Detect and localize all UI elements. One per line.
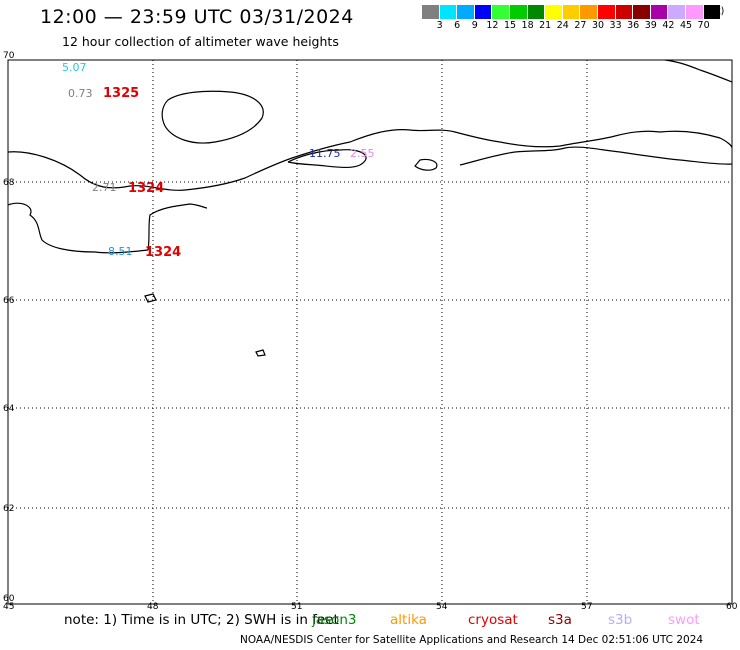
legend-swatch — [580, 5, 598, 19]
legend-swatch — [650, 5, 669, 19]
legend-tick: 24 — [556, 20, 569, 31]
legend-tick: 70 — [697, 20, 710, 31]
obs-time: 1324 — [145, 245, 181, 260]
swh-value: 0.73 — [68, 87, 93, 100]
lat-label: 60 — [3, 594, 15, 604]
legend-tick: 9 — [471, 20, 478, 31]
legend-tick: 27 — [574, 20, 587, 31]
swh-value: 11.75 — [309, 147, 341, 160]
legend-swatch — [703, 5, 722, 19]
legend-tick: 15 — [503, 20, 517, 31]
lon-label: 57 — [581, 602, 592, 612]
satellite-s3b: s3b — [608, 612, 633, 628]
legend-tick: 30 — [591, 20, 605, 31]
observation-labels: 5.07 0.73 2.71 8.51 11.75 2.55 — [62, 61, 375, 258]
legend-tick: 21 — [539, 20, 552, 31]
lat-label: 64 — [3, 404, 15, 414]
legend-swatch — [615, 5, 634, 19]
map-grid — [8, 60, 732, 604]
wave-height-legend: 3 6 9 12 15 18 21 24 27 30 33 36 39 42 45 70 (ft) — [422, 5, 725, 33]
footer-note: note: 1) Time is in UTC; 2) SWH is in fe… — [64, 612, 339, 628]
lon-label: 45 — [3, 602, 14, 612]
coastlines — [7, 59, 733, 357]
legend-swatch — [509, 5, 528, 19]
lat-label: 68 — [3, 178, 15, 188]
legend-swatch — [685, 5, 704, 19]
map-frame — [7, 59, 733, 605]
lat-label: 66 — [3, 296, 15, 306]
time-labels: 1325 1324 1324 — [103, 86, 181, 260]
legend-tick: 33 — [609, 20, 622, 31]
satellite-swot: swot — [668, 612, 700, 628]
legend-swatch — [422, 5, 440, 19]
lat-label: 70 — [3, 51, 15, 61]
satellite-jason3: jason3 — [312, 612, 357, 628]
map-subtitle: 12 hour collection of altimeter wave hei… — [62, 34, 339, 49]
legend-tick: 3 — [436, 20, 443, 31]
legend-swatch — [457, 5, 475, 19]
swh-value: 2.71 — [92, 181, 117, 194]
satellite-cryosat: cryosat — [468, 612, 518, 628]
legend-tick-labels: 3 6 9 12 15 18 21 24 27 30 33 36 39 42 45 70 — [422, 19, 721, 33]
axis-labels: 70 68 66 64 62 60 45 48 51 54 57 60 — [3, 51, 738, 612]
legend-tick: 6 — [454, 20, 461, 31]
lon-label: 51 — [291, 602, 302, 612]
legend-swatch — [633, 5, 651, 19]
legend-swatch — [668, 5, 686, 19]
legend-unit: (ft) — [710, 6, 725, 17]
lat-label: 62 — [3, 504, 14, 514]
legend-swatch — [597, 5, 616, 19]
legend-tick: 39 — [644, 20, 657, 31]
legend-swatch — [562, 5, 581, 19]
footer-credit: NOAA/NESDIS Center for Satellite Applica… — [240, 634, 704, 646]
satellite-altika: altika — [390, 612, 427, 628]
legend-tick: 18 — [521, 20, 534, 31]
lon-label: 60 — [726, 602, 738, 612]
swh-value: 2.55 — [350, 147, 375, 160]
legend-swatch — [474, 5, 493, 19]
legend-tick: 42 — [662, 20, 675, 31]
obs-time: 1324 — [128, 181, 164, 196]
map-title: 12:00 — 23:59 UTC 03/31/2024 — [40, 6, 354, 28]
swh-value: 8.51 — [108, 245, 133, 258]
legend-swatch — [527, 5, 546, 19]
swh-value: 5.07 — [62, 61, 87, 74]
legend-swatch — [492, 5, 510, 19]
legend-swatch — [545, 5, 563, 19]
legend-tick: 36 — [627, 20, 640, 31]
obs-time: 1325 — [103, 86, 139, 101]
legend-swatch — [439, 5, 458, 19]
satellite-s3a: s3a — [548, 612, 572, 628]
legend-color-bar — [422, 5, 722, 19]
lon-label: 48 — [147, 602, 159, 612]
legend-tick: 45 — [679, 20, 693, 31]
legend-tick: 12 — [486, 20, 499, 31]
lon-label: 54 — [436, 602, 448, 612]
